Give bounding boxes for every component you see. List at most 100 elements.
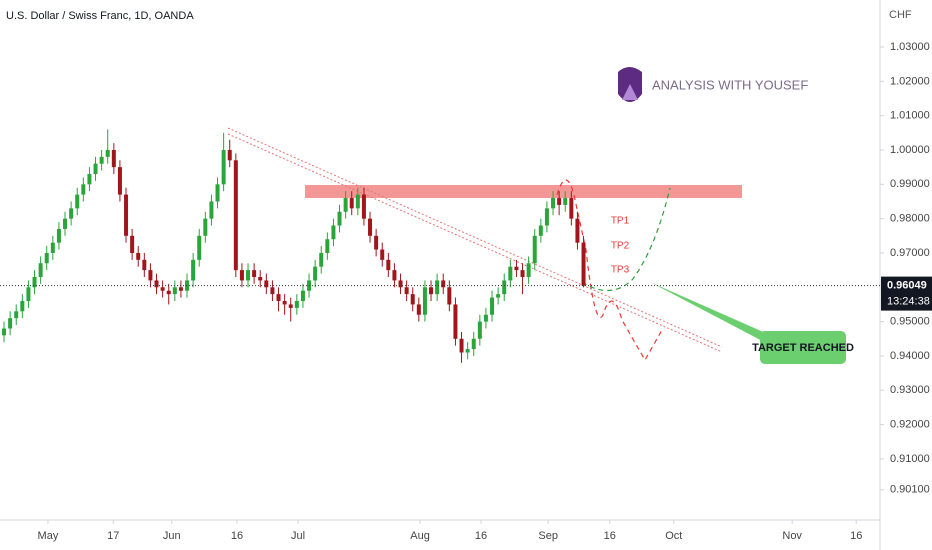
candle-body <box>380 249 385 260</box>
candle-body <box>337 211 342 226</box>
candle-body <box>246 270 251 281</box>
candle-body <box>282 301 287 305</box>
candle-body <box>569 198 574 219</box>
candle-body <box>557 198 562 205</box>
candle-body <box>349 198 354 209</box>
x-tick-label: 16 <box>231 530 243 542</box>
x-tick-label: 16 <box>604 530 616 542</box>
candle-body <box>87 174 92 185</box>
countdown-label: 13:24:38 <box>887 296 930 308</box>
x-tick-label: Aug <box>410 530 430 542</box>
candle-body <box>313 266 318 281</box>
candle-body <box>154 280 159 288</box>
y-tick-label: 0.99000 <box>890 178 930 190</box>
candle-body <box>233 160 238 271</box>
y-tick-label: 0.95000 <box>890 316 930 328</box>
y-tick-label: 1.01000 <box>890 110 930 122</box>
candle-body <box>44 252 49 264</box>
x-tick-label: Nov <box>782 530 802 542</box>
candle-body <box>502 280 507 295</box>
candle-body <box>429 287 434 295</box>
candle-body <box>563 198 568 205</box>
candle-body <box>435 280 440 295</box>
candle-body <box>178 287 183 291</box>
y-tick-label: 0.92000 <box>890 418 930 430</box>
candle-body <box>105 149 110 157</box>
candle-body <box>453 304 458 339</box>
candle-body <box>288 304 293 308</box>
y-tick-label: 0.94000 <box>890 350 930 362</box>
candle-body <box>264 280 269 288</box>
projection-down <box>556 179 663 362</box>
y-tick-label: 0.98000 <box>890 213 930 225</box>
candle-body <box>526 263 531 277</box>
candle-body <box>221 149 226 185</box>
candle-body <box>63 218 68 229</box>
candle-body <box>392 270 397 281</box>
y-tick-label: 1.03000 <box>890 41 930 53</box>
tp-label: TP1 <box>611 216 630 227</box>
candle-body <box>465 349 470 353</box>
candle-body <box>325 239 330 253</box>
candle-body <box>551 198 556 209</box>
candle-body <box>185 280 190 291</box>
candle-body <box>575 218 580 243</box>
candle-body <box>459 338 464 353</box>
candle-body <box>117 167 122 195</box>
trendline <box>227 133 723 353</box>
candle-body <box>331 225 336 240</box>
projection-up <box>581 187 671 292</box>
candle-body <box>227 149 232 161</box>
watermark: ANALYSIS WITH YOUSEF <box>652 77 808 92</box>
candle-body <box>416 304 421 315</box>
candle-body <box>398 280 403 288</box>
last-price-label: 0.96049 <box>887 280 927 292</box>
y-tick-label: 0.90100 <box>890 484 930 496</box>
candle-body <box>410 294 415 305</box>
candle-body <box>258 276 263 281</box>
candle-body <box>514 266 519 271</box>
tp-label: TP3 <box>611 265 630 276</box>
callout-box <box>760 331 846 364</box>
candle-body <box>203 218 208 236</box>
y-tick-label: 0.93000 <box>890 384 930 396</box>
candle-body <box>148 270 153 281</box>
x-tick-label: 17 <box>107 530 119 542</box>
candle-body <box>69 208 74 219</box>
candle-body <box>8 318 13 329</box>
candle-body <box>209 201 214 219</box>
candle-body <box>93 163 98 175</box>
candle-body <box>374 235 379 250</box>
target-label: TARGET REACHED <box>752 342 854 354</box>
candle-body <box>319 252 324 267</box>
y-tick-label: 0.97000 <box>890 247 930 259</box>
candle-body <box>343 198 348 212</box>
chart-title: U.S. Dollar / Swiss Franc, 1D, OANDA <box>6 10 194 22</box>
logo-mark <box>622 84 638 100</box>
candle-body <box>441 280 446 288</box>
candle-body <box>50 242 55 253</box>
candle-body <box>368 218 373 236</box>
candle-body <box>483 314 488 322</box>
candle-body <box>111 149 116 168</box>
candle-body <box>252 270 257 277</box>
candle-body <box>20 301 25 312</box>
candle-body <box>160 287 165 291</box>
x-tick-label: 16 <box>475 530 487 542</box>
y-tick-label: 1.00000 <box>890 144 930 156</box>
candle-body <box>355 194 360 209</box>
candle-body <box>294 301 299 308</box>
candle-body <box>56 228 61 243</box>
x-tick-label: 16 <box>850 530 862 542</box>
candle-body <box>477 321 482 339</box>
candle-body <box>124 194 129 236</box>
candle-body <box>166 290 171 295</box>
candle-body <box>422 287 427 315</box>
candle-body <box>81 184 86 195</box>
candle-body <box>447 287 452 305</box>
candle-body <box>361 194 366 219</box>
x-tick-label: Jun <box>163 530 181 542</box>
tp-label: TP2 <box>611 241 630 252</box>
